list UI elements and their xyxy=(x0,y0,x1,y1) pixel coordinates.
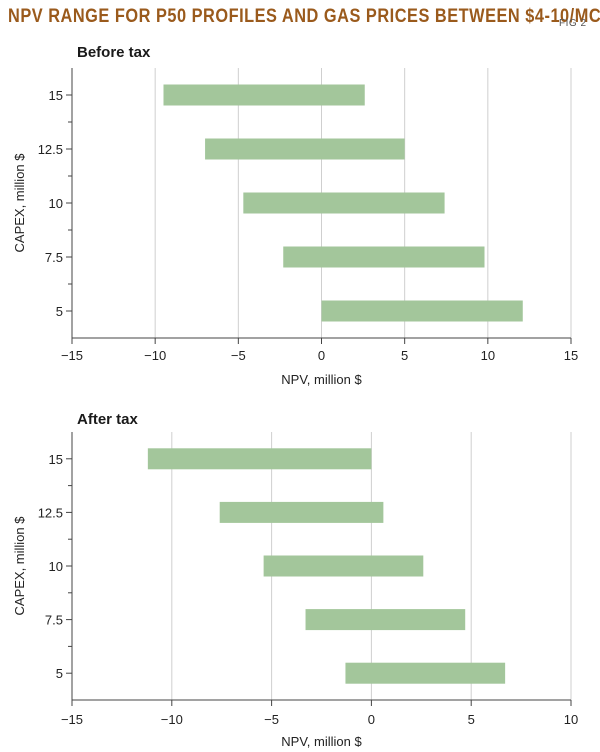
chart2-x-tick-label: −5 xyxy=(264,712,279,727)
chart1-y-tick-label: 12.5 xyxy=(38,142,63,157)
chart1-x-tick-label: 0 xyxy=(318,348,325,363)
chart1-range-bar xyxy=(321,300,523,322)
chart1-y-tick-label: 10 xyxy=(49,196,63,211)
chart2-y-tick-label: 12.5 xyxy=(38,505,63,520)
chart2-range-bar xyxy=(219,501,384,523)
chart1-x-tick-label: 10 xyxy=(481,348,495,363)
chart2-y-tick-label: 7.5 xyxy=(45,613,63,628)
chart2-y-tick-label: 10 xyxy=(49,559,63,574)
chart1-range-bar xyxy=(163,84,365,106)
chart2-range-bar xyxy=(147,448,372,470)
figure-title: NPV RANGE FOR P50 PROFILES AND GAS PRICE… xyxy=(8,6,600,27)
chart1-x-tick-label: 15 xyxy=(564,348,578,363)
chart2-y-tick-label: 15 xyxy=(49,452,63,467)
chart1-y-tick-label: 15 xyxy=(49,88,63,103)
chart1-x-tick-label: −5 xyxy=(231,348,246,363)
chart1-range-bar xyxy=(205,138,405,160)
chart1-x-tick-label: −15 xyxy=(61,348,83,363)
chart2-y-axis-label: CAPEX, million $ xyxy=(12,516,27,616)
chart2-x-tick-label: 10 xyxy=(564,712,578,727)
chart2-x-tick-label: −15 xyxy=(61,712,83,727)
chart2-panel-title: After tax xyxy=(77,411,139,428)
chart2-x-tick-label: 0 xyxy=(368,712,375,727)
chart2-x-axis-label: NPV, million $ xyxy=(281,734,362,749)
chart2-range-bar xyxy=(263,555,424,577)
chart2-range-bar xyxy=(345,662,506,684)
chart2-x-tick-label: −10 xyxy=(161,712,183,727)
chart2-range-bar xyxy=(305,609,466,631)
chart1-range-bar xyxy=(283,246,485,268)
chart1-x-tick-label: 5 xyxy=(401,348,408,363)
chart1-y-tick-label: 7.5 xyxy=(45,250,63,265)
chart1-range-bar xyxy=(243,192,445,214)
chart1-y-tick-label: 5 xyxy=(56,304,63,319)
chart1-y-axis-label: CAPEX, million $ xyxy=(12,153,27,253)
chart1-x-axis-label: NPV, million $ xyxy=(281,372,362,387)
chart2-x-tick-label: 5 xyxy=(468,712,475,727)
chart2-y-tick-label: 5 xyxy=(56,666,63,681)
figure-label: FIG 2 xyxy=(559,18,587,29)
chart1-x-tick-label: −10 xyxy=(144,348,166,363)
chart1-panel-title: Before tax xyxy=(77,44,151,61)
